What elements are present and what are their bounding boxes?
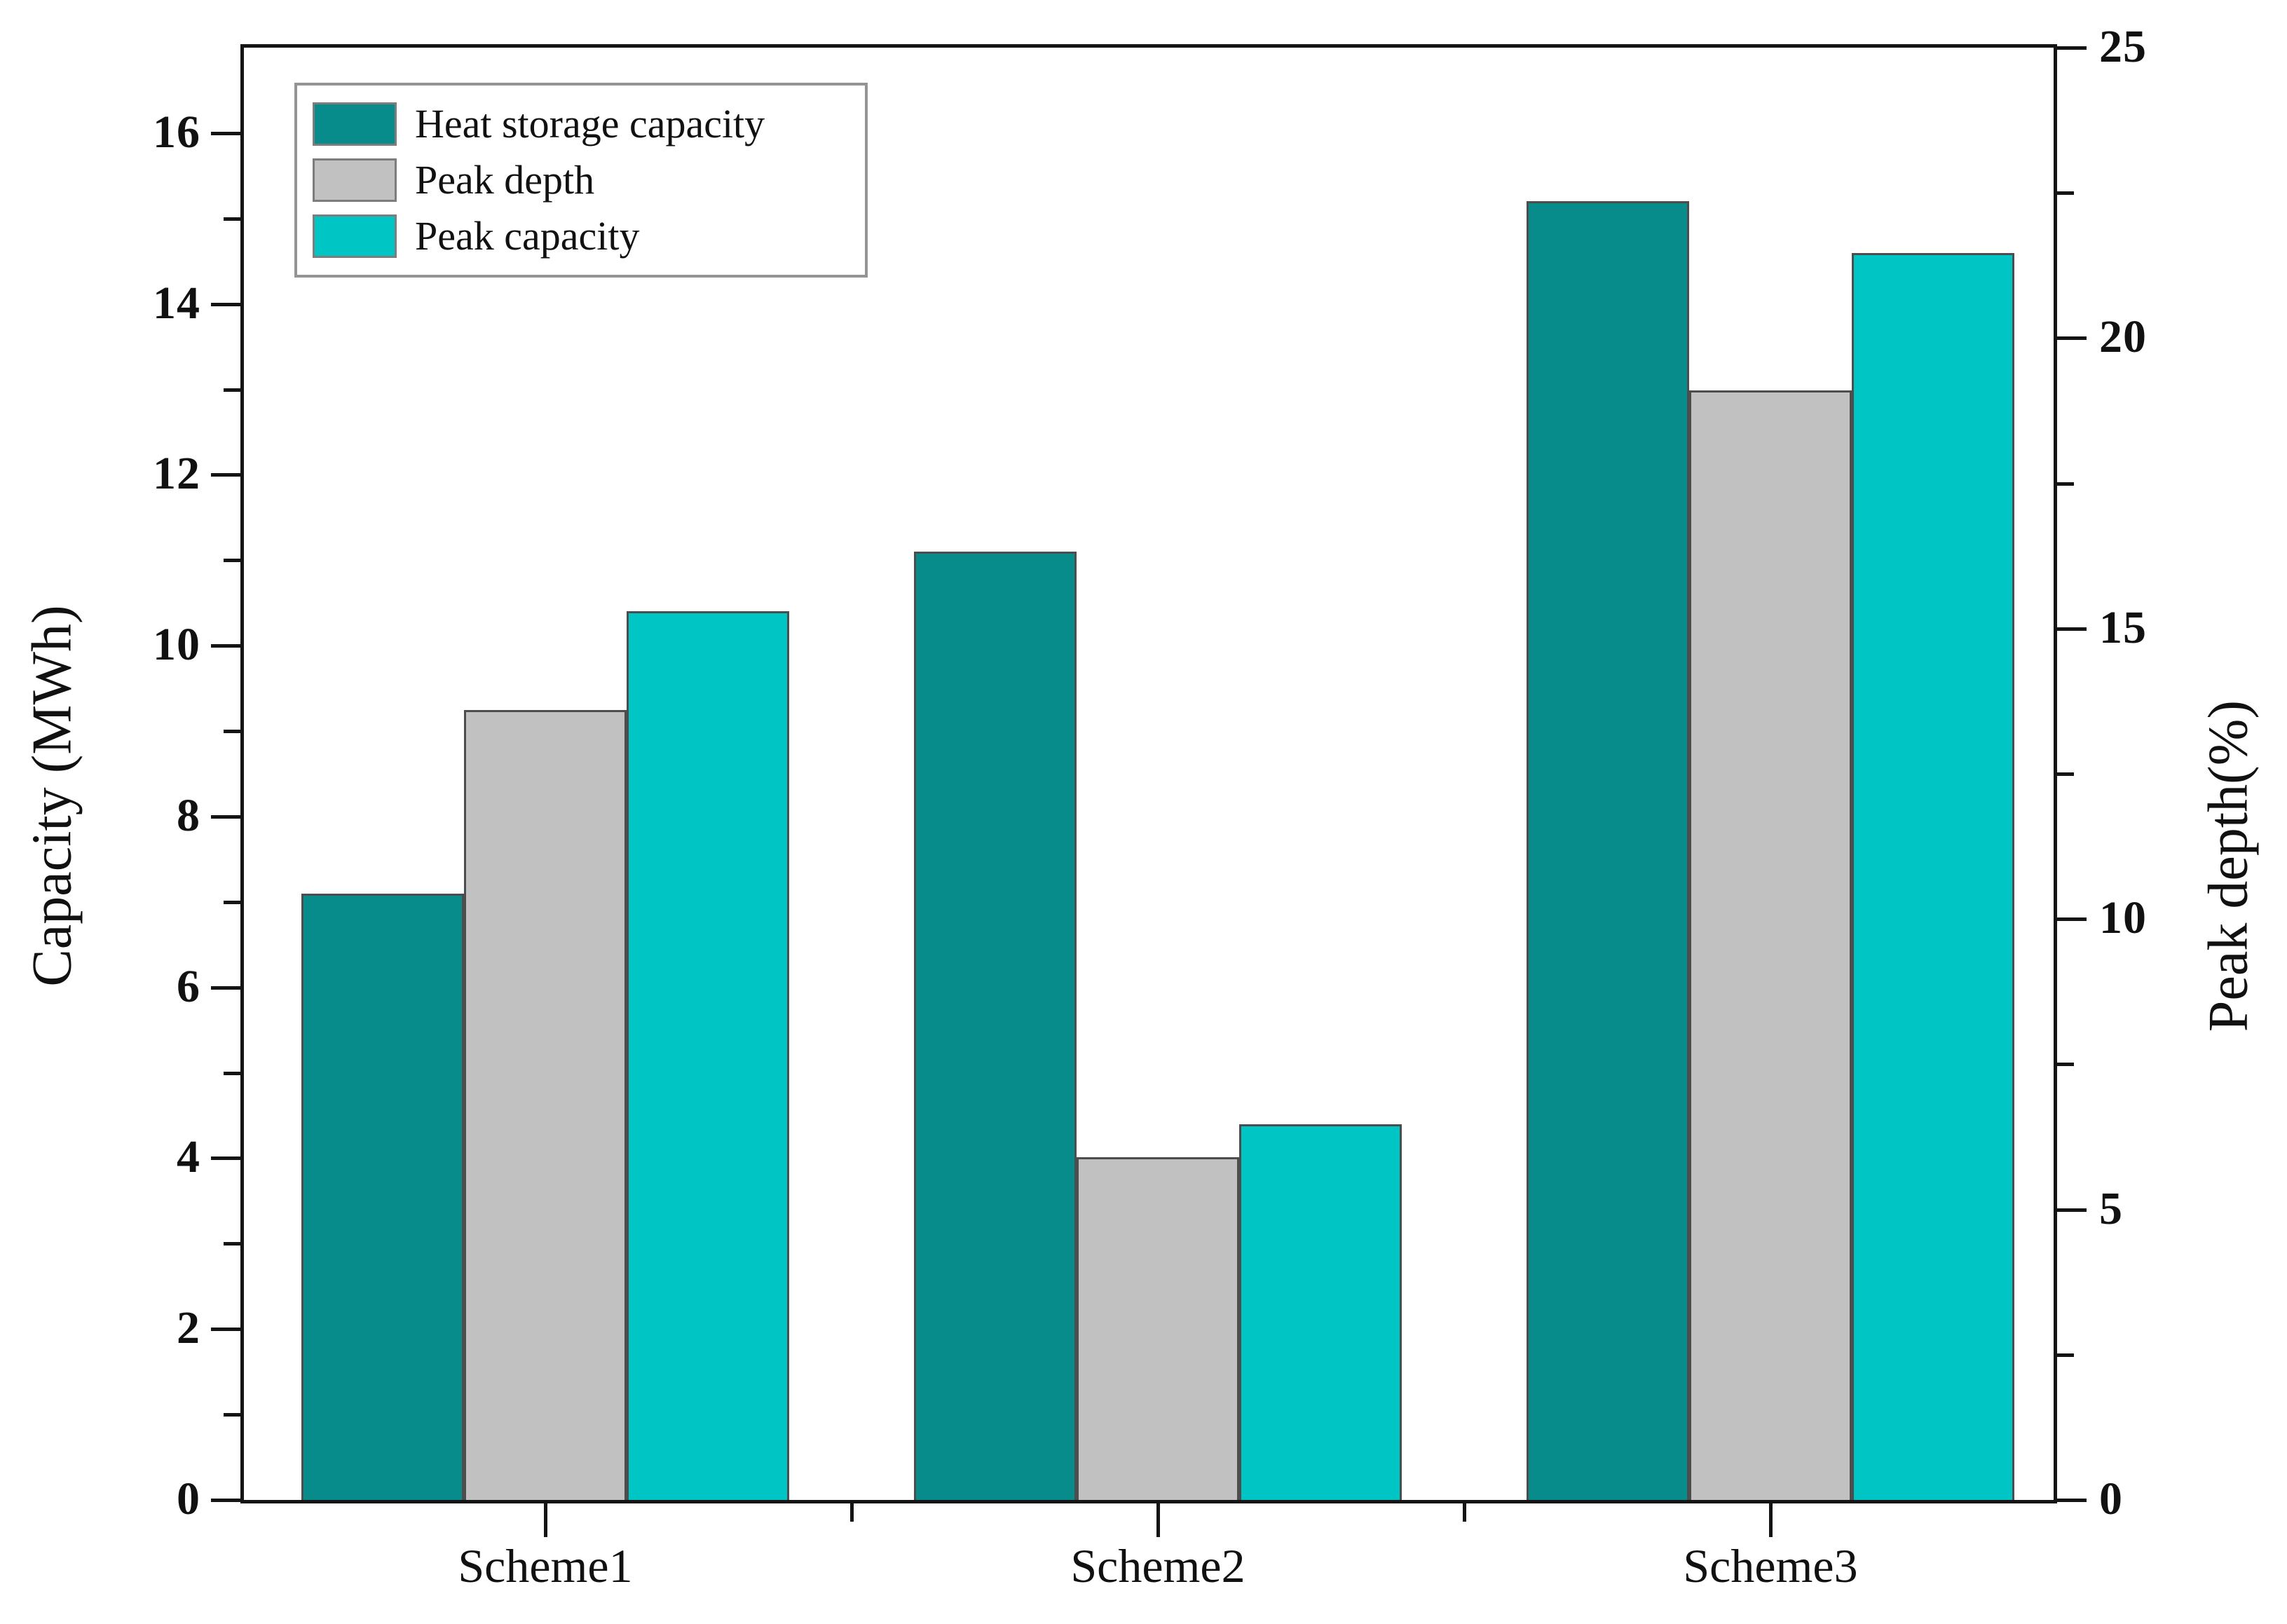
axis-tick	[2057, 482, 2074, 486]
axis-tick	[1463, 1503, 1466, 1522]
axis-tick	[211, 473, 240, 477]
axis-tick-label: 5	[2099, 1182, 2123, 1234]
axis-tick	[2057, 917, 2087, 922]
axis-tick	[211, 302, 240, 306]
axis-tick-label: 20	[2099, 311, 2147, 363]
legend: Heat storage capacity Peak depth Peak ca…	[294, 83, 868, 278]
axis-tick	[1769, 1503, 1773, 1537]
axis-tick-label: 12	[153, 448, 200, 500]
x-category-label-scheme1: Scheme1	[458, 1539, 633, 1592]
legend-label-heat-storage-capacity: Heat storage capacity	[415, 101, 765, 146]
axis-tick-label: 8	[177, 789, 200, 841]
axis-tick	[544, 1503, 547, 1537]
x-category-label-scheme2: Scheme2	[1070, 1539, 1245, 1592]
legend-label-peak-depth: Peak depth	[415, 157, 595, 203]
axis-tick	[2057, 191, 2074, 196]
axis-tick-label: 10	[153, 619, 200, 671]
bar-scheme2-peak-capacity	[1239, 1124, 1402, 1500]
axis-tick-label: 0	[2099, 1473, 2123, 1524]
bar-scheme3-peak-capacity	[1852, 253, 2014, 1500]
axis-tick	[211, 1499, 240, 1502]
axis-tick	[2057, 772, 2074, 776]
bar-scheme1-peak-depth	[464, 710, 627, 1500]
legend-item-peak-capacity: Peak capacity	[313, 214, 858, 258]
axis-tick	[211, 814, 240, 819]
axis-tick	[211, 131, 240, 135]
bar-scheme2-peak-depth	[1077, 1157, 1239, 1500]
bar-scheme3-peak-depth	[1689, 390, 1852, 1500]
axis-tick	[211, 985, 240, 990]
axis-tick	[2057, 1353, 2074, 1357]
axis-tick-label: 25	[2099, 21, 2147, 72]
axis-tick	[850, 1503, 854, 1522]
axis-tick	[211, 644, 240, 648]
axis-tick-label: 4	[177, 1131, 200, 1183]
bar-scheme3-heat-storage-capacity	[1527, 201, 1689, 1500]
axis-tick	[1156, 1503, 1160, 1537]
legend-swatch-peak-depth	[313, 158, 397, 202]
x-category-label-scheme3: Scheme3	[1683, 1539, 1858, 1592]
axis-tick	[224, 1071, 240, 1075]
bar-scheme1-heat-storage-capacity	[301, 894, 464, 1500]
legend-swatch-peak-capacity	[313, 214, 397, 258]
axis-tick-label: 0	[177, 1473, 200, 1524]
axis-tick	[211, 1328, 240, 1332]
axis-tick	[2057, 336, 2087, 341]
axis-tick-label: 10	[2099, 892, 2147, 944]
bar-scheme2-heat-storage-capacity	[914, 552, 1077, 1500]
axis-tick-label: 15	[2099, 601, 2147, 653]
axis-tick	[2057, 1499, 2087, 1502]
bar-scheme1-peak-capacity	[627, 611, 789, 1500]
axis-tick	[224, 730, 240, 734]
axis-tick-label: 2	[177, 1302, 200, 1354]
axis-tick	[2057, 1208, 2087, 1212]
axis-tick	[2057, 46, 2087, 50]
axis-tick	[2057, 1063, 2074, 1067]
legend-item-peak-depth: Peak depth	[313, 158, 858, 202]
legend-label-peak-capacity: Peak capacity	[415, 213, 640, 259]
axis-tick-label: 16	[153, 106, 200, 158]
axis-tick	[224, 388, 240, 392]
axis-tick	[2057, 627, 2087, 631]
axis-tick	[224, 559, 240, 563]
axis-tick	[224, 1413, 240, 1417]
axis-tick	[224, 1242, 240, 1246]
axis-tick	[211, 1156, 240, 1161]
legend-swatch-heat-storage-capacity	[313, 102, 397, 146]
axis-tick-label: 6	[177, 960, 200, 1012]
axis-tick-label: 14	[153, 277, 200, 329]
legend-item-heat-storage-capacity: Heat storage capacity	[313, 102, 858, 146]
axis-tick	[224, 900, 240, 904]
axis-tick	[224, 217, 240, 221]
